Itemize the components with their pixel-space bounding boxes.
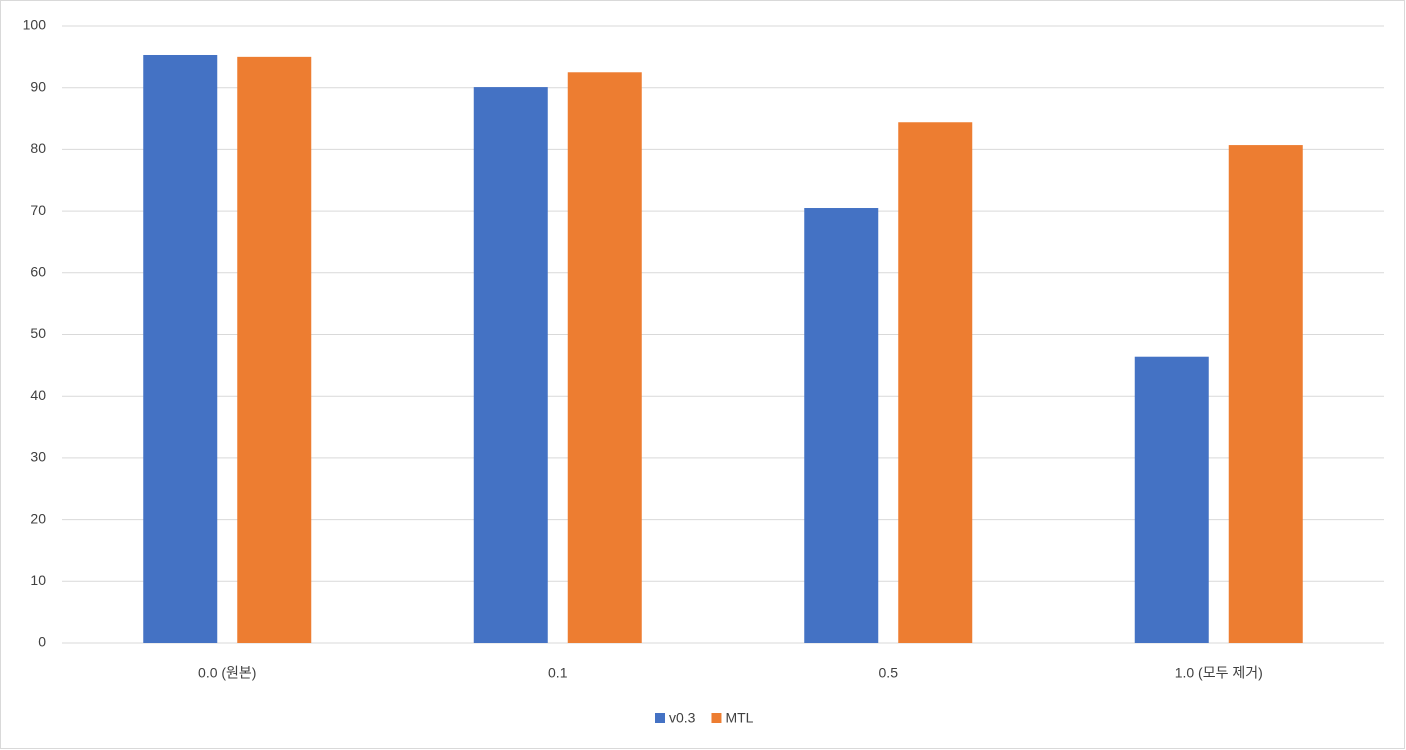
y-tick-label: 30 [30,449,46,465]
x-tick-label: 0.5 [879,665,899,681]
bar [567,72,642,643]
y-tick-label: 0 [38,634,46,650]
bar [898,122,973,643]
y-tick-label: 90 [30,78,46,94]
y-tick-label: 20 [30,510,46,526]
bar [143,54,218,643]
y-tick-label: 60 [30,264,46,280]
y-tick-label: 70 [30,202,46,218]
x-tick-label: 0.0 (원본) [198,665,256,681]
y-tick-label: 10 [30,572,46,588]
y-tick-label: 80 [30,140,46,156]
x-tick-label: 0.1 [548,665,568,681]
x-tick-label: 1.0 (모두 제거) [1175,665,1263,681]
legend-label: MTL [725,710,753,726]
legend-swatch [655,713,665,723]
y-tick-label: 100 [23,17,47,33]
bar [473,87,548,643]
legend-label: v0.3 [669,710,696,726]
bar [1228,145,1303,643]
y-tick-label: 50 [30,325,46,341]
bar [237,56,312,644]
bar [1134,356,1209,643]
legend-swatch [711,713,722,723]
y-tick-label: 40 [30,387,46,403]
bar [804,208,879,643]
